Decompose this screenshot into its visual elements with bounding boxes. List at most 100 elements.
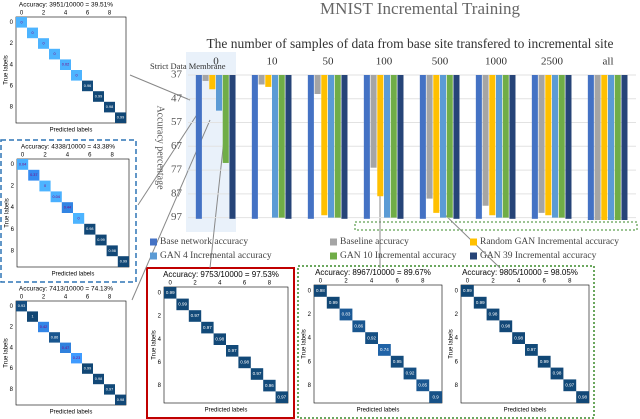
y-tick-label: 8	[10, 105, 14, 111]
y-tick-label: 0	[10, 304, 14, 310]
bar	[482, 75, 489, 206]
y-tick-label: 4	[10, 62, 14, 68]
y-tick-label: 2	[11, 184, 15, 190]
matrix-cell	[461, 285, 474, 297]
cell-value: 0.98	[109, 249, 116, 253]
annotation: Strict Data Membrane	[150, 61, 226, 71]
cell-value: 0.98	[514, 335, 523, 340]
cell-value: 0.97	[228, 348, 237, 353]
y-tick-label: 6	[158, 360, 162, 366]
y-tick-label: 97	[171, 211, 183, 223]
x-tick-label: 6	[396, 279, 400, 285]
bar	[397, 75, 404, 219]
matrix-title: Accuracy: 7413/10000 = 74.13%	[19, 286, 113, 293]
x-tick-label: 50	[323, 56, 335, 68]
x-tick-label: 4	[218, 281, 222, 287]
matrix-cell	[550, 367, 564, 380]
matrix-cell	[60, 59, 71, 70]
bar	[314, 75, 321, 95]
cell-value: 0.98	[86, 227, 93, 231]
x-tick-label: 4	[517, 279, 521, 285]
y-tick-label: 0	[11, 162, 15, 168]
x-axis-label: Predicted labels	[50, 410, 93, 416]
bar	[601, 75, 608, 220]
bar	[531, 75, 538, 219]
matrix-cell	[176, 298, 189, 311]
y-tick-label: 4	[11, 205, 15, 211]
y-axis-label: True labels	[302, 329, 308, 358]
cell-value: 0.98	[117, 398, 124, 402]
matrix-cell	[104, 101, 115, 113]
y-tick-label: 0	[308, 288, 312, 294]
cell-value: 1	[31, 315, 33, 319]
cell-value: 0.99	[329, 300, 338, 305]
matrix-cell	[403, 367, 417, 380]
bar	[222, 75, 229, 163]
matrix-cell	[93, 373, 104, 385]
matrix-cell	[378, 344, 391, 356]
x-tick-label: 0	[213, 56, 219, 68]
cell-value: 0.97	[253, 371, 262, 376]
matrix-title: Accuracy: 8967/10000 = 89.67%	[315, 268, 431, 277]
cell-value: 0.96	[265, 383, 274, 388]
legend-label: GAN 4 Incremental accuracy	[160, 251, 272, 261]
y-tick-label: 2	[455, 312, 459, 318]
cell-value: 0.99	[117, 116, 124, 120]
matrix-cell	[365, 332, 378, 344]
cell-value: 0.86	[354, 323, 363, 328]
cell-value: 0.86	[51, 335, 58, 339]
cell-value: 0	[78, 216, 80, 220]
bar	[558, 75, 565, 218]
matrix-cell	[352, 320, 366, 333]
cell-value: 0.23	[73, 356, 80, 360]
bar	[216, 75, 223, 111]
cell-value: 0	[53, 52, 55, 56]
bar	[538, 75, 545, 213]
x-tick-label: 6	[543, 279, 547, 285]
bar	[446, 75, 453, 218]
matrix-cell	[250, 368, 264, 380]
highlight-box	[0, 139, 137, 283]
x-tick-label: 0	[21, 153, 25, 159]
legend-swatch	[150, 238, 157, 246]
cell-value: 0.92	[406, 371, 415, 376]
matrix-cell	[84, 223, 96, 235]
highlight-box	[297, 265, 595, 419]
cell-value: 0.83	[342, 312, 351, 317]
bar	[475, 75, 482, 219]
cell-value: 0.97	[565, 382, 574, 387]
x-tick-label: 8	[568, 279, 572, 285]
cell-value: 0.98	[501, 323, 510, 328]
bar	[509, 75, 516, 219]
matrix-cell	[82, 363, 93, 374]
bar	[195, 75, 202, 219]
bar	[229, 75, 236, 219]
legend-swatch	[470, 252, 477, 260]
cell-value: 0.37	[30, 173, 37, 177]
matrix-cell	[61, 202, 73, 213]
bar	[545, 75, 552, 216]
matrix-cell	[164, 287, 177, 299]
bar	[587, 75, 594, 220]
cell-value: 0.97	[106, 387, 113, 391]
y-tick-label: 8	[11, 248, 15, 254]
bar	[565, 75, 572, 219]
cell-value: 0.98	[106, 105, 113, 109]
legend-label: Base network accuracy	[160, 237, 248, 247]
y-tick-label: 37	[171, 69, 183, 81]
matrix-cell	[563, 379, 577, 392]
matrix-cell	[226, 345, 239, 357]
x-axis-label: Predicted labels	[205, 408, 248, 414]
matrix-cell	[38, 38, 49, 49]
matrix-cell	[499, 320, 513, 333]
y-tick-label: 6	[308, 359, 312, 365]
bar	[552, 75, 559, 218]
legend-label: GAN 39 Incremental accuracy	[480, 251, 597, 261]
y-tick-label: 2	[308, 312, 312, 318]
cell-value: 0.47	[62, 346, 69, 350]
bar	[419, 75, 426, 219]
bar	[202, 75, 209, 81]
cell-value: 0.97	[277, 394, 286, 399]
y-tick-label: 6	[10, 83, 14, 89]
matrix-cell	[473, 296, 487, 309]
